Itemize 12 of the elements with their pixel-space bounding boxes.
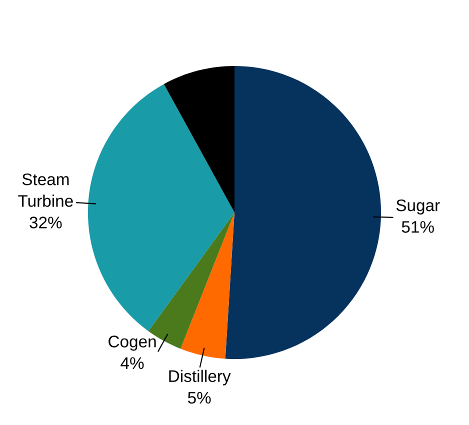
- pie-slice: [180, 212, 234, 359]
- slice-label: Sugar: [396, 199, 440, 215]
- data-label: 4%: [120, 357, 144, 369]
- pie-slice: [88, 84, 234, 332]
- data-label: 51%: [402, 221, 434, 233]
- slice-label: Distillery: [169, 370, 231, 386]
- pie-slice: [225, 66, 382, 360]
- pie-slice: [164, 66, 234, 212]
- slice-label: Steam Turbine: [18, 173, 73, 207]
- slice-label: Cogen: [108, 336, 156, 351]
- data-label: 32%: [30, 216, 62, 228]
- data-label: 5%: [188, 392, 211, 404]
